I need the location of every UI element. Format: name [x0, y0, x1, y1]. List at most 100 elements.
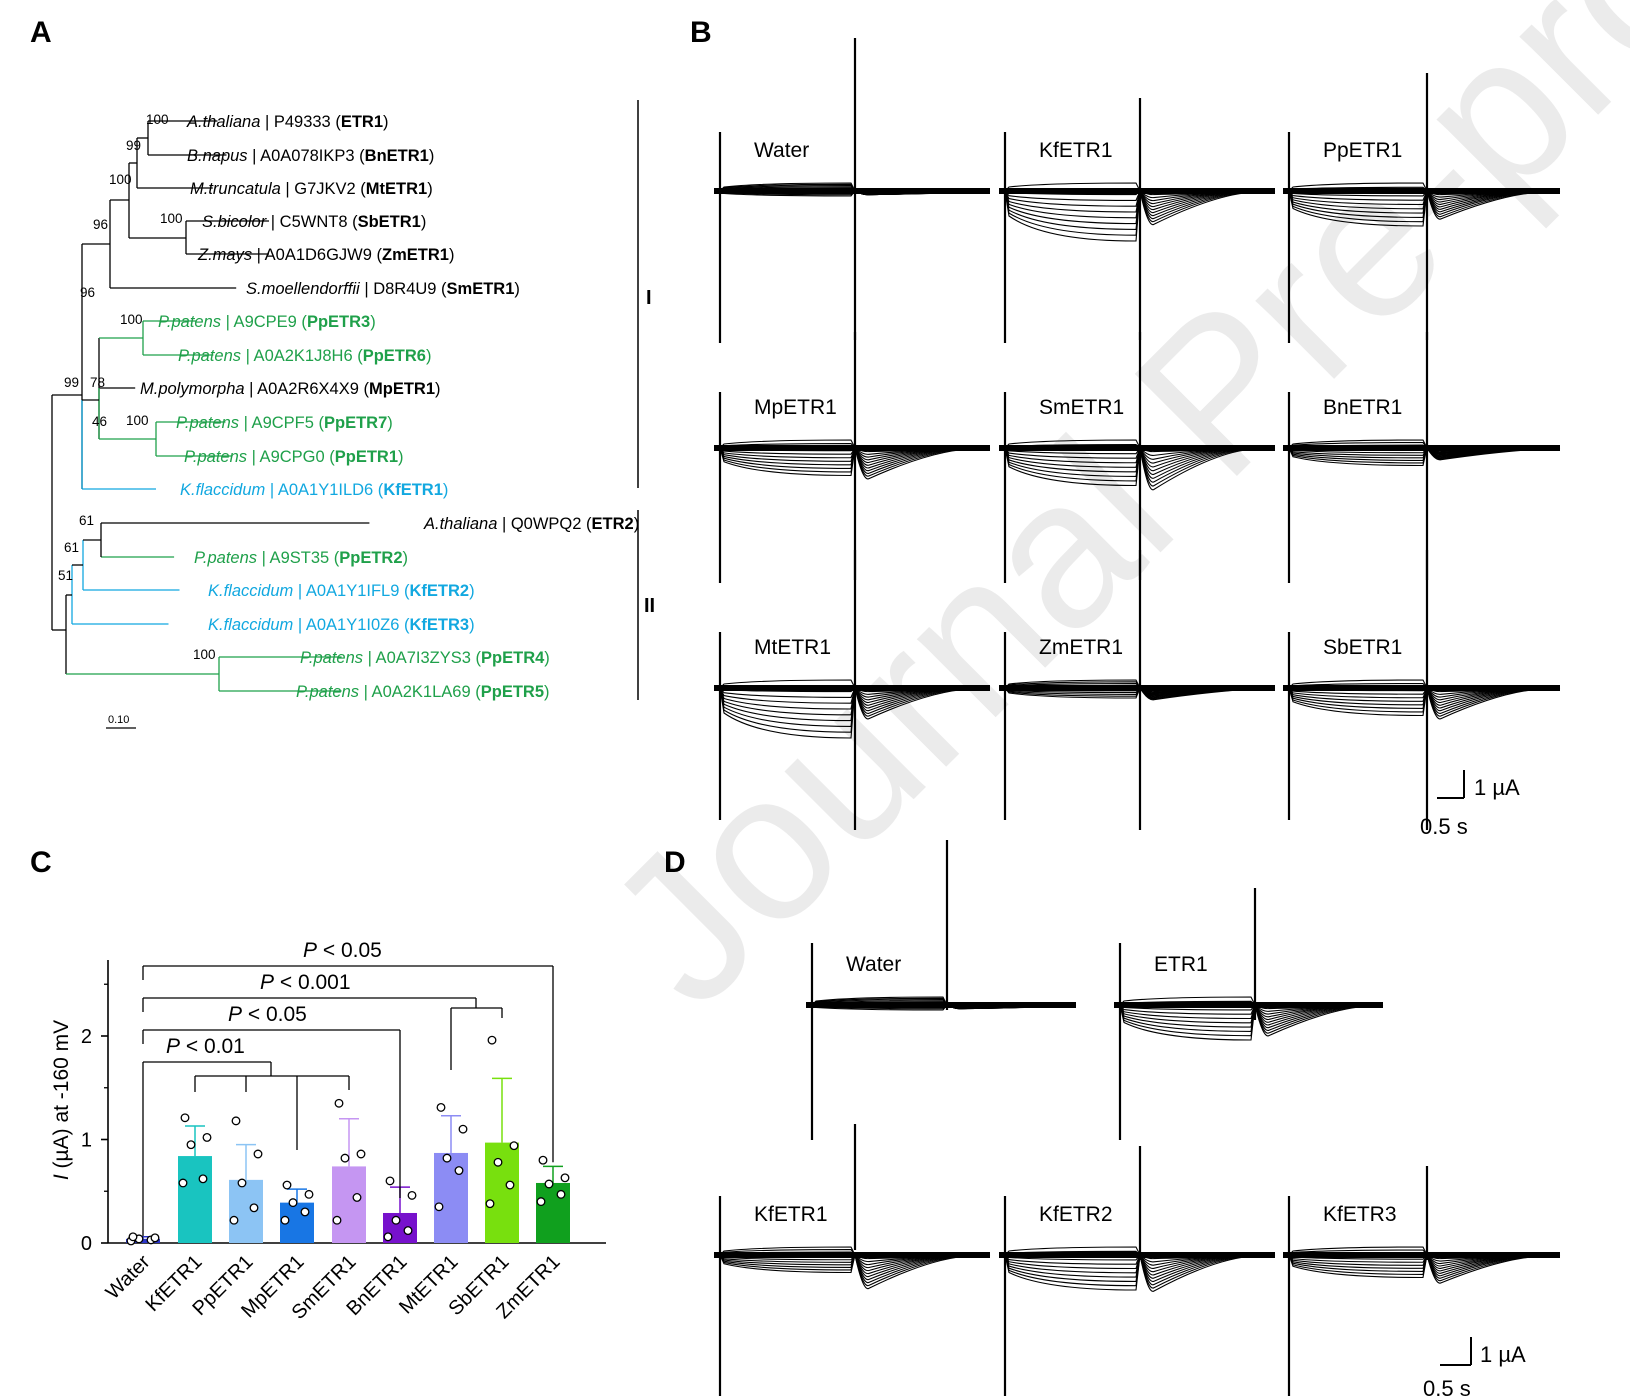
significance-label: P < 0.01 — [166, 1035, 245, 1058]
trace-sweep — [714, 446, 991, 464]
data-point — [436, 1102, 446, 1112]
trace-sweep — [1283, 189, 1561, 205]
tree-leaf-label: P.patens | A9ST35 (PpETR2) — [194, 549, 408, 567]
bar-SbETR1 — [485, 1142, 519, 1243]
trace-baseline — [999, 445, 1275, 451]
trace-d-ETR1: ETR1 — [1114, 888, 1384, 1140]
trace-sweep — [999, 447, 1276, 483]
trace-b-SbETR1: SbETR1 — [1283, 550, 1561, 830]
trace-sweep — [999, 446, 1276, 472]
data-point — [383, 1232, 393, 1242]
tree-leaf-label: A.thaliana | Q0WPQ2 (ETR2) — [423, 515, 639, 533]
bootstrap-value: 100 — [120, 312, 143, 327]
trace-sweep — [999, 447, 1276, 491]
panel-d-traces: Water ETR1 KfETR1 KfETR2 KfETR3 1 µA 0.5 s — [714, 840, 1561, 1396]
trace-d-KfETR3: KfETR3 — [1283, 1166, 1561, 1396]
data-point — [505, 1180, 515, 1190]
significance-label: P < 0.05 — [303, 939, 382, 962]
scale-current-label: 1 µA — [1480, 1342, 1526, 1367]
trace-baseline — [1114, 1002, 1383, 1008]
tree-leaf-label: S.moellendorffii | D8R4U9 (SmETR1) — [246, 280, 520, 298]
trace-sweep — [714, 1254, 991, 1290]
trace-sweep — [999, 1253, 1276, 1273]
tree-leaf-label: Z.mays | A0A1D6GJW9 (ZmETR1) — [197, 246, 454, 264]
trace-baseline — [714, 685, 990, 691]
trace-baseline — [714, 1252, 990, 1258]
tree-scale-label: 0.10 — [108, 714, 129, 726]
tree-leaf-label: P.patens | A0A2K1J8H6 (PpETR6) — [178, 347, 431, 365]
panel-b-traces: Water KfETR1 PpETR1 MpETR1 SmETR1 BnETR1 MtETR… — [714, 38, 1561, 839]
panel-label-d: D — [664, 846, 686, 879]
trace-sweep — [999, 446, 1276, 468]
data-point — [556, 1189, 566, 1199]
data-point — [229, 1215, 239, 1225]
tree-leaf-label: S.bicolor | C5WNT8 (SbETR1) — [202, 213, 426, 231]
trace-sweep — [999, 189, 1276, 208]
trace-label: KfETR2 — [1039, 1203, 1113, 1226]
tree-leaf-label: P.patens | A9CPG0 (PpETR1) — [184, 448, 404, 466]
tree-leaf-label: P.patens | A9CPF5 (PpETR7) — [176, 414, 393, 432]
trace-baseline — [999, 1252, 1275, 1258]
trace-sweep — [999, 189, 1276, 205]
trace-sweep — [714, 687, 991, 739]
data-point — [332, 1215, 342, 1225]
trace-b-Water: Water — [714, 38, 991, 343]
trace-b-KfETR1: KfETR1 — [999, 98, 1276, 343]
y-axis-label: I (µA) at -160 mV — [50, 1020, 73, 1180]
trace-sweep — [999, 446, 1276, 464]
bootstrap-value: 61 — [64, 540, 79, 555]
scale-time-label: 0.5 s — [1420, 814, 1468, 839]
bar-MtETR1 — [434, 1152, 468, 1243]
trace-sweep — [999, 1254, 1276, 1292]
data-point — [237, 1178, 247, 1188]
data-point — [538, 1155, 548, 1165]
panel-label-c: C — [30, 846, 52, 879]
trace-label: MtETR1 — [754, 636, 831, 659]
trace-sweep — [714, 1253, 991, 1275]
data-point — [178, 1178, 188, 1188]
data-point — [288, 1198, 298, 1208]
tree-leaf-label: P.patens | A0A2K1LA69 (PpETR5) — [296, 683, 550, 701]
trace-b-SmETR1: SmETR1 — [999, 332, 1276, 583]
bar-ZmETR1 — [536, 1182, 570, 1243]
trace-sweep — [1283, 446, 1561, 467]
data-point — [186, 1140, 196, 1150]
trace-b-MtETR1: MtETR1 — [714, 550, 991, 830]
data-point — [202, 1132, 212, 1142]
data-point — [391, 1215, 401, 1225]
trace-sweep — [1283, 686, 1561, 704]
trace-baseline — [999, 685, 1275, 691]
trace-label: SbETR1 — [1323, 636, 1402, 659]
y-tick-label: 1 — [81, 1130, 92, 1152]
significance-label: P < 0.001 — [260, 971, 351, 994]
trace-sweep — [714, 686, 991, 704]
data-point — [487, 1035, 497, 1045]
data-point — [304, 1189, 314, 1199]
data-point — [407, 1190, 417, 1200]
trace-d-KfETR2: KfETR2 — [999, 1146, 1276, 1396]
bootstrap-value: 46 — [92, 414, 107, 429]
trace-sweep — [999, 1254, 1276, 1286]
clade-label-i: I — [646, 287, 652, 309]
data-point — [180, 1113, 190, 1123]
trace-sweep — [999, 686, 1276, 701]
trace-b-PpETR1: PpETR1 — [1283, 73, 1561, 343]
trace-baseline — [806, 1002, 1076, 1008]
tree-leaf-label: M.polymorpha | A0A2R6X4X9 (MpETR1) — [140, 380, 441, 398]
phylogenetic-tree: A.thaliana | P49333 (ETR1) B.napus | A0A0… — [51, 100, 655, 729]
panel-label-b: B — [690, 16, 712, 49]
trace-sweep — [999, 190, 1276, 242]
bootstrap-value: 99 — [126, 138, 141, 153]
trace-label: Water — [754, 139, 809, 162]
trace-sweep — [1114, 1003, 1384, 1021]
data-point — [403, 1226, 413, 1236]
data-point — [249, 1203, 259, 1213]
trace-label: PpETR1 — [1323, 139, 1402, 162]
trace-label: KfETR3 — [1323, 1203, 1397, 1226]
trace-baseline — [1283, 445, 1560, 451]
data-point — [544, 1179, 554, 1189]
trace-label: SmETR1 — [1039, 396, 1124, 419]
trace-label: BnETR1 — [1323, 396, 1402, 419]
trace-sweep — [999, 1253, 1276, 1276]
